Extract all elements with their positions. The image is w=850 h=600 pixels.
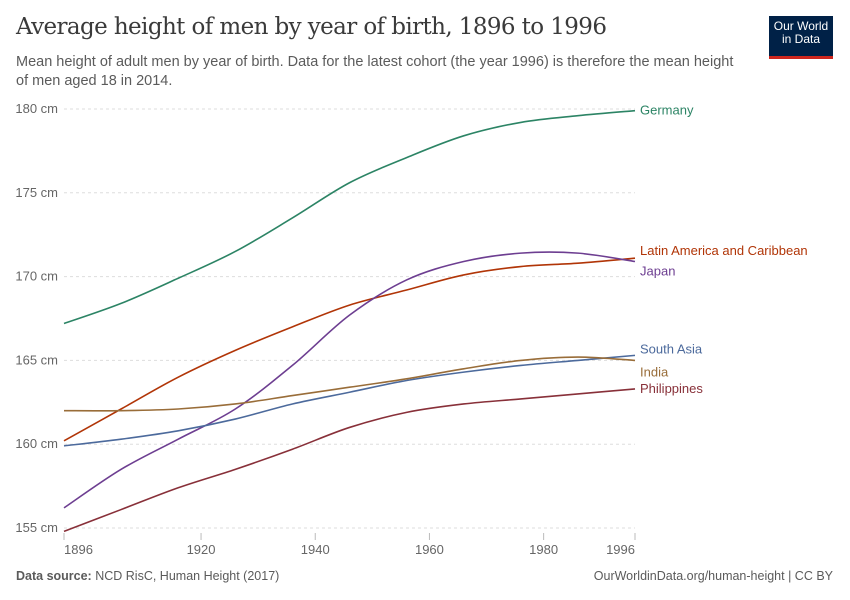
owid-logo[interactable]: Our World in Data	[769, 16, 833, 59]
series-label: Philippines	[640, 381, 703, 396]
y-tick-label: 155 cm	[15, 520, 58, 535]
chart-title: Average height of men by year of birth, …	[16, 14, 607, 40]
series-line-germany	[63, 109, 636, 325]
series-label: India	[640, 364, 669, 379]
series-label: Latin America and Caribbean	[640, 243, 808, 258]
source-label: Data source:	[16, 569, 92, 583]
series-label: Japan	[640, 264, 675, 279]
x-tick-label: 1896	[64, 542, 93, 557]
source-text[interactable]: NCD RisC, Human Height (2017)	[95, 569, 280, 583]
chart-subtitle: Mean height of adult men by year of birt…	[16, 54, 734, 89]
series-line-latin-america-and-caribbean	[63, 257, 636, 442]
series-line-south-asia	[63, 354, 636, 447]
source-url[interactable]: OurWorldinData.org/human-height | CC BY	[593, 569, 833, 583]
x-tick-label: 1996	[606, 542, 635, 557]
series-line-philippines	[63, 388, 636, 533]
x-tick-label: 1940	[301, 542, 330, 557]
data-source: Data source: NCD RisC, Human Height (201…	[16, 569, 279, 583]
y-tick-label: 160 cm	[15, 436, 58, 451]
y-tick-label: 170 cm	[15, 269, 58, 284]
x-tick-label: 1960	[415, 542, 444, 557]
x-tick-label: 1980	[529, 542, 558, 557]
series-line-india	[63, 356, 636, 412]
y-tick-label: 175 cm	[15, 185, 58, 200]
y-tick-label: 180 cm	[15, 101, 58, 116]
series-label: South Asia	[640, 341, 703, 356]
series-label: Germany	[640, 103, 694, 118]
series-line-japan	[63, 251, 636, 509]
x-tick-label: 1920	[187, 542, 216, 557]
y-tick-label: 165 cm	[15, 352, 58, 367]
